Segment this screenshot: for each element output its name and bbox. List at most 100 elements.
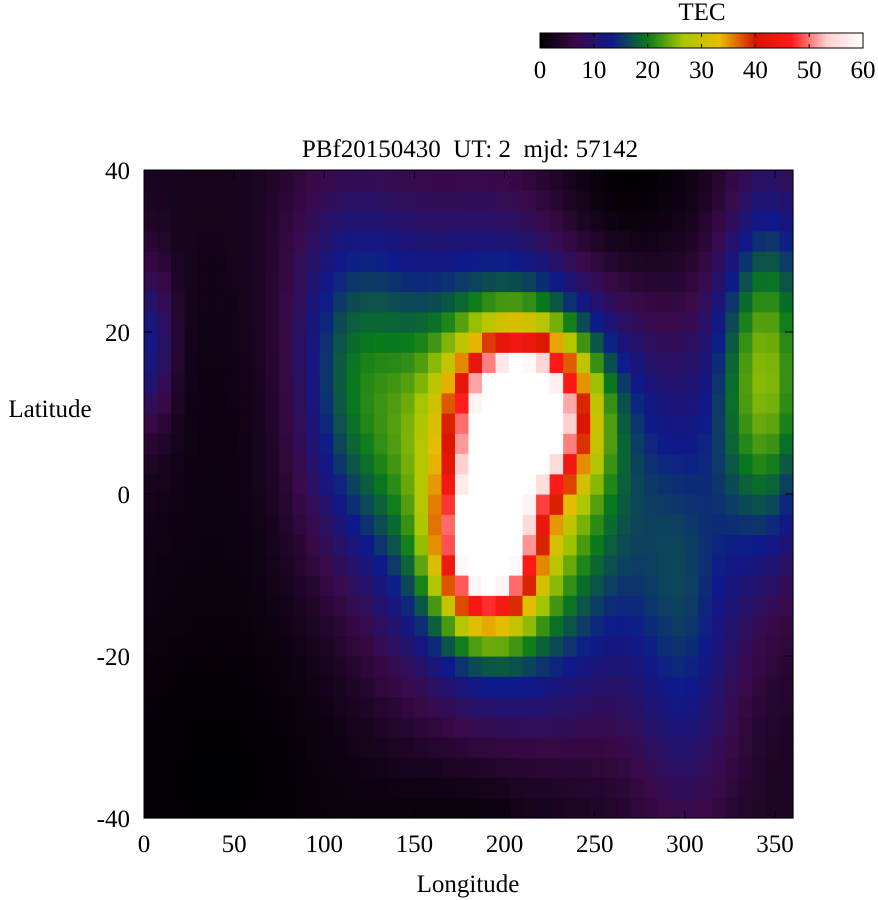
heatmap-cell: [265, 615, 280, 637]
heatmap-cell: [711, 392, 726, 414]
heatmap-cell: [617, 696, 632, 718]
heatmap-cell: [454, 534, 470, 556]
heatmap-cell: [400, 554, 416, 576]
heatmap-cell: [171, 251, 186, 272]
heatmap-cell: [576, 392, 591, 414]
heatmap-cell: [563, 413, 578, 434]
heatmap-cell: [184, 433, 199, 455]
heatmap-cell: [198, 696, 213, 718]
heatmap-cell: [482, 595, 497, 617]
heatmap-cell: [644, 190, 659, 212]
heatmap-cell: [576, 676, 591, 698]
heatmap-cell: [698, 190, 713, 212]
heatmap-cell: [333, 797, 348, 819]
heatmap-cell: [171, 575, 186, 596]
heatmap-cell: [306, 737, 321, 758]
heatmap-cell: [184, 473, 199, 495]
heatmap-cell: [454, 230, 470, 252]
heatmap-cell: [482, 797, 497, 819]
heatmap-cell: [725, 494, 740, 515]
heatmap-cell: [617, 413, 632, 434]
heatmap-cell: [319, 190, 334, 212]
heatmap-cell: [346, 797, 361, 819]
heatmap-cell: [387, 352, 402, 374]
heatmap-cell: [238, 311, 253, 333]
heatmap-cell: [698, 797, 713, 819]
heatmap-cell: [590, 797, 605, 819]
heatmap-cell: [238, 554, 253, 576]
heatmap-cell: [346, 575, 361, 596]
heatmap-cell: [536, 433, 551, 455]
heatmap-cell: [346, 332, 361, 353]
heatmap-cell: [765, 372, 781, 394]
heatmap-cell: [495, 716, 510, 738]
heatmap-cell: [495, 453, 510, 475]
heatmap-cell: [400, 453, 416, 475]
heatmap-cell: [400, 372, 416, 394]
heatmap-cell: [711, 514, 726, 536]
y-tick-label: 0: [118, 482, 131, 509]
heatmap-cell: [198, 737, 213, 758]
heatmap-cell: [495, 210, 510, 232]
heatmap-cell: [211, 433, 226, 455]
heatmap-cell: [427, 473, 443, 495]
heatmap-cell: [630, 797, 645, 819]
heatmap-cell: [738, 514, 754, 536]
heatmap-cell: [279, 554, 294, 576]
heatmap-cell: [414, 230, 429, 252]
heatmap-cell: [684, 595, 699, 617]
heatmap-cell: [644, 656, 659, 677]
heatmap-cell: [225, 656, 240, 677]
heatmap-cell: [522, 656, 537, 677]
heatmap-cell: [617, 656, 632, 677]
heatmap-cell: [752, 656, 767, 677]
heatmap-cell: [698, 696, 713, 718]
heatmap-cell: [644, 554, 659, 576]
heatmap-cell: [171, 737, 186, 758]
heatmap-cell: [536, 291, 551, 313]
heatmap-cell: [549, 251, 564, 272]
heatmap-cell: [563, 797, 578, 819]
heatmap-cell: [698, 737, 713, 758]
heatmap-cell: [644, 737, 659, 758]
heatmap-cell: [144, 534, 159, 556]
heatmap-cell: [617, 615, 632, 637]
heatmap-cell: [738, 615, 754, 637]
heatmap-cell: [590, 413, 605, 434]
heatmap-cell: [495, 554, 510, 576]
heatmap-cell: [684, 757, 699, 779]
heatmap-cell: [563, 575, 578, 596]
heatmap-cell: [360, 656, 375, 677]
heatmap-cell: [225, 170, 240, 191]
heatmap-cell: [644, 494, 659, 515]
heatmap-cell: [725, 473, 740, 495]
heatmap-cell: [319, 676, 334, 698]
heatmap-cell: [590, 473, 605, 495]
heatmap-cell: [427, 392, 443, 414]
heatmap-cell: [400, 271, 416, 293]
heatmap-cell: [522, 170, 537, 191]
heatmap-cell: [725, 696, 740, 718]
heatmap-cell: [265, 554, 280, 576]
heatmap-cell: [644, 453, 659, 475]
heatmap-cell: [671, 413, 686, 434]
heatmap-cell: [427, 797, 443, 819]
heatmap-cell: [171, 332, 186, 353]
heatmap-cell: [509, 716, 524, 738]
heatmap-cell: [144, 757, 159, 779]
heatmap-cell: [630, 676, 645, 698]
heatmap-cell: [509, 696, 524, 718]
heatmap-cell: [252, 676, 267, 698]
heatmap-cell: [144, 473, 159, 495]
heatmap-cell: [725, 716, 740, 738]
heatmap-cell: [414, 656, 429, 677]
heatmap-cell: [279, 716, 294, 738]
heatmap-cell: [225, 777, 240, 799]
heatmap-cell: [454, 615, 470, 637]
heatmap-cell: [252, 716, 267, 738]
heatmap-cell: [725, 514, 740, 536]
heatmap-cell: [590, 453, 605, 475]
heatmap-cell: [482, 352, 497, 374]
x-axis-label: Longitude: [417, 871, 520, 898]
heatmap-cell: [509, 595, 524, 617]
